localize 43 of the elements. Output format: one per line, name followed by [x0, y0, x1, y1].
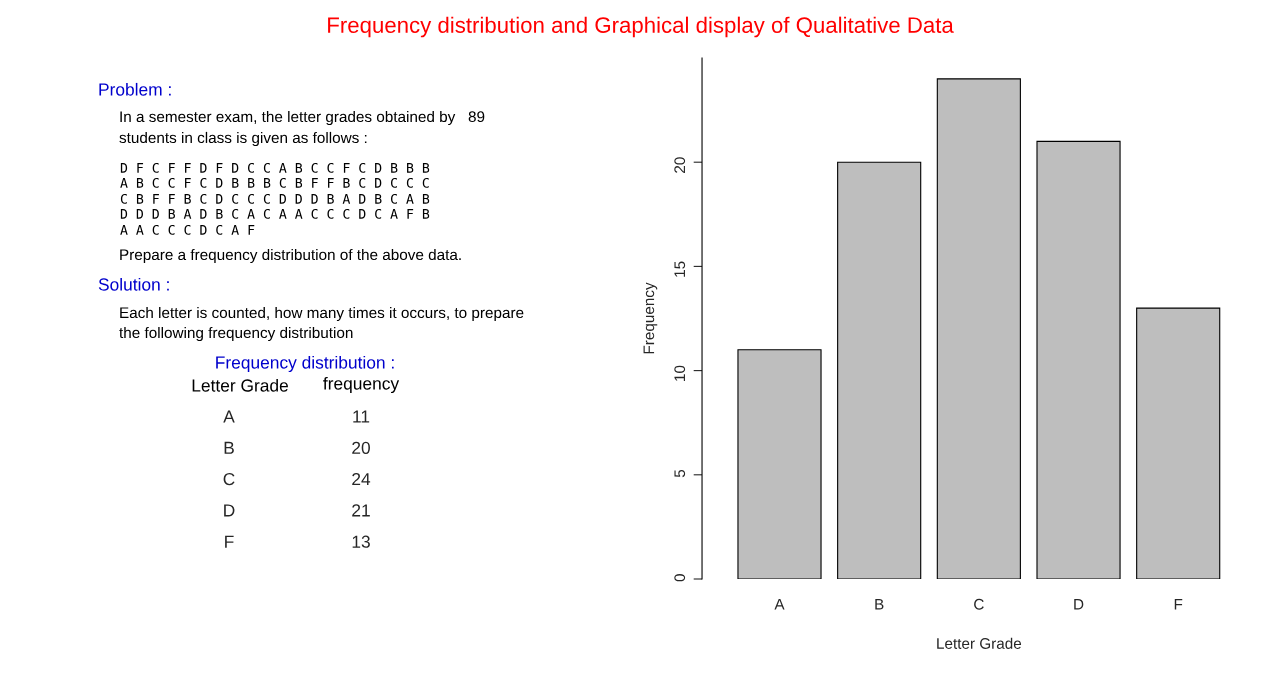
x-tick-label: F [1174, 599, 1183, 610]
data-label: 13 [352, 535, 370, 548]
text: students in class is given as follows : [119, 131, 367, 147]
bar [837, 161, 922, 579]
x-axis-title: Letter Grade [937, 637, 1022, 649]
data-label: 24 [352, 472, 371, 486]
x-tick-label: A [774, 599, 785, 610]
category-label: B [224, 441, 234, 454]
y-tick-label: 20 [674, 157, 686, 173]
bar [737, 349, 822, 579]
data-label: 11 [353, 410, 370, 423]
text: Problem : [99, 82, 171, 96]
y-tick-label: 5 [674, 469, 686, 478]
text: the following frequency distribution [119, 326, 353, 342]
x-tick-label: B [875, 599, 884, 610]
bar [936, 78, 1021, 579]
y-axis-title: Frequency [643, 282, 658, 354]
text: A A C C C D C A F [120, 224, 255, 235]
y-tick-label: 0 [674, 574, 686, 582]
bar [1036, 140, 1121, 579]
y-tick-label: 10 [674, 365, 686, 381]
x-tick-label: D [1074, 599, 1084, 610]
category-label: F [225, 535, 234, 548]
text: In a semester exam, the letter grades obtained by 89 [120, 110, 485, 126]
data-label: 20 [352, 441, 370, 454]
category-label: A [223, 410, 235, 423]
y-tick-label: 15 [674, 261, 686, 277]
category-label: C [223, 472, 235, 486]
text: frequency [323, 376, 400, 394]
text: C B F F B C D C C C D D D B A D B C A B [120, 193, 430, 204]
text: Frequency distribution and Graphical display of Qualitative Data [328, 16, 954, 38]
bar [1136, 307, 1221, 579]
text: Letter Grade [192, 378, 288, 392]
text: Frequency distribution : [216, 355, 394, 373]
text: A B C C F C D B B B C B F F B C D C C C [120, 177, 429, 188]
text: D F C F F D F D C C A B C C F C D B B B [120, 162, 430, 173]
x-tick-label: C [974, 598, 984, 610]
category-label: D [224, 504, 235, 517]
text: Solution : [98, 277, 169, 291]
data-label: 21 [352, 504, 370, 517]
text: Each letter is counted, how many times it occurs, to prepare [120, 306, 524, 322]
text: D D D B A D B C A C A A C C C D C A F B [120, 208, 430, 219]
text: Prepare a frequency distribution of the above data. [120, 248, 461, 264]
